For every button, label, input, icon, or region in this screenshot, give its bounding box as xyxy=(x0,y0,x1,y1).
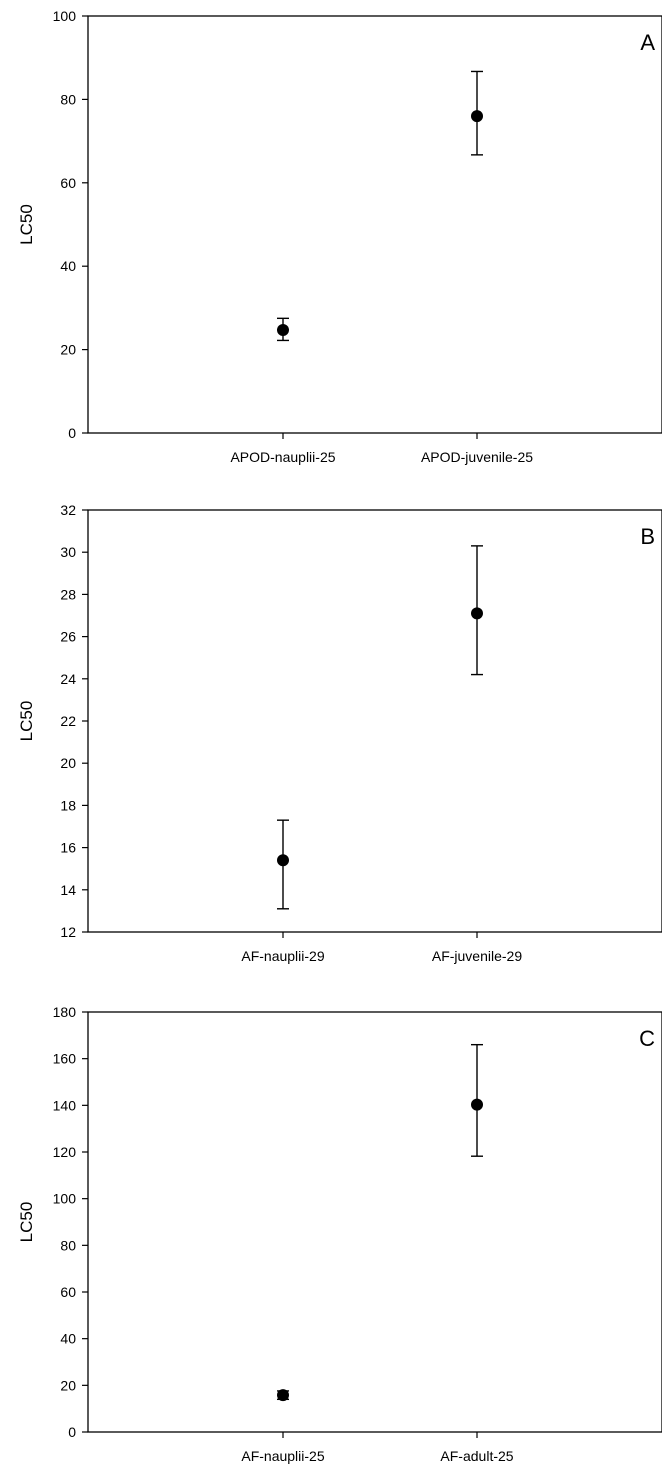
y-tick-label: 80 xyxy=(60,1237,76,1253)
y-tick-label: 24 xyxy=(60,671,76,687)
plot-frame xyxy=(87,15,662,434)
y-tick-label: 30 xyxy=(60,544,76,560)
data-point xyxy=(277,1389,289,1402)
y-tick-label: 20 xyxy=(60,755,76,771)
x-tick-label: AF-nauplii-29 xyxy=(241,948,324,964)
data-point xyxy=(277,324,289,337)
y-tick-label: 180 xyxy=(53,1004,77,1020)
y-tick-label: 40 xyxy=(60,1331,76,1347)
chart-panel-c: 0 20 40 60 80 100 120 140 160 180 AF-nauplii-25 AF-… xyxy=(17,1004,662,1464)
panel-label: B xyxy=(640,524,655,549)
panel-label: C xyxy=(639,1026,655,1051)
plot-frame xyxy=(87,509,662,933)
y-tick-label: 160 xyxy=(53,1051,77,1067)
y-axis-label: LC50 xyxy=(17,701,36,742)
y-tick-label: 100 xyxy=(53,1191,77,1207)
y-tick-label: 32 xyxy=(60,502,76,518)
chart-panel-a: 0 20 40 60 80 100 APOD-nauplii-25 APOD-juvenile… xyxy=(17,8,662,465)
x-tick-label: APOD-nauplii-25 xyxy=(230,449,335,465)
y-tick-label: 16 xyxy=(60,840,76,856)
x-tick-label: AF-nauplii-25 xyxy=(241,1448,324,1464)
x-tick-label: APOD-juvenile-25 xyxy=(421,449,533,465)
y-tick-label: 80 xyxy=(60,91,76,107)
y-tick-label: 28 xyxy=(60,586,76,602)
y-axis-label: LC50 xyxy=(17,1202,36,1243)
y-tick-label: 12 xyxy=(60,924,76,940)
y-tick-label: 100 xyxy=(53,8,77,24)
chart-panel-b: 12 14 16 18 20 22 24 26 28 30 32 AF-nauplii-29 AF-ju… xyxy=(17,502,662,964)
y-tick-label: 18 xyxy=(60,797,76,813)
x-tick-label: AF-juvenile-29 xyxy=(432,948,522,964)
y-tick-label: 0 xyxy=(68,425,76,441)
y-tick-label: 120 xyxy=(53,1144,77,1160)
y-tick-label: 0 xyxy=(68,1424,76,1440)
data-point xyxy=(471,110,483,123)
data-point xyxy=(471,607,483,620)
y-tick-label: 60 xyxy=(60,175,76,191)
y-tick-label: 40 xyxy=(60,258,76,274)
y-tick-label: 26 xyxy=(60,629,76,645)
panel-label: A xyxy=(640,30,655,55)
y-tick-label: 20 xyxy=(60,342,76,358)
data-point xyxy=(277,854,289,867)
data-point xyxy=(471,1098,483,1111)
y-tick-label: 140 xyxy=(53,1097,77,1113)
plot-frame xyxy=(87,1011,662,1433)
y-tick-label: 20 xyxy=(60,1377,76,1393)
x-tick-label: AF-adult-25 xyxy=(440,1448,513,1464)
y-tick-label: 22 xyxy=(60,713,76,729)
y-tick-label: 14 xyxy=(60,882,76,898)
y-axis-label: LC50 xyxy=(17,204,36,245)
y-tick-label: 60 xyxy=(60,1284,76,1300)
